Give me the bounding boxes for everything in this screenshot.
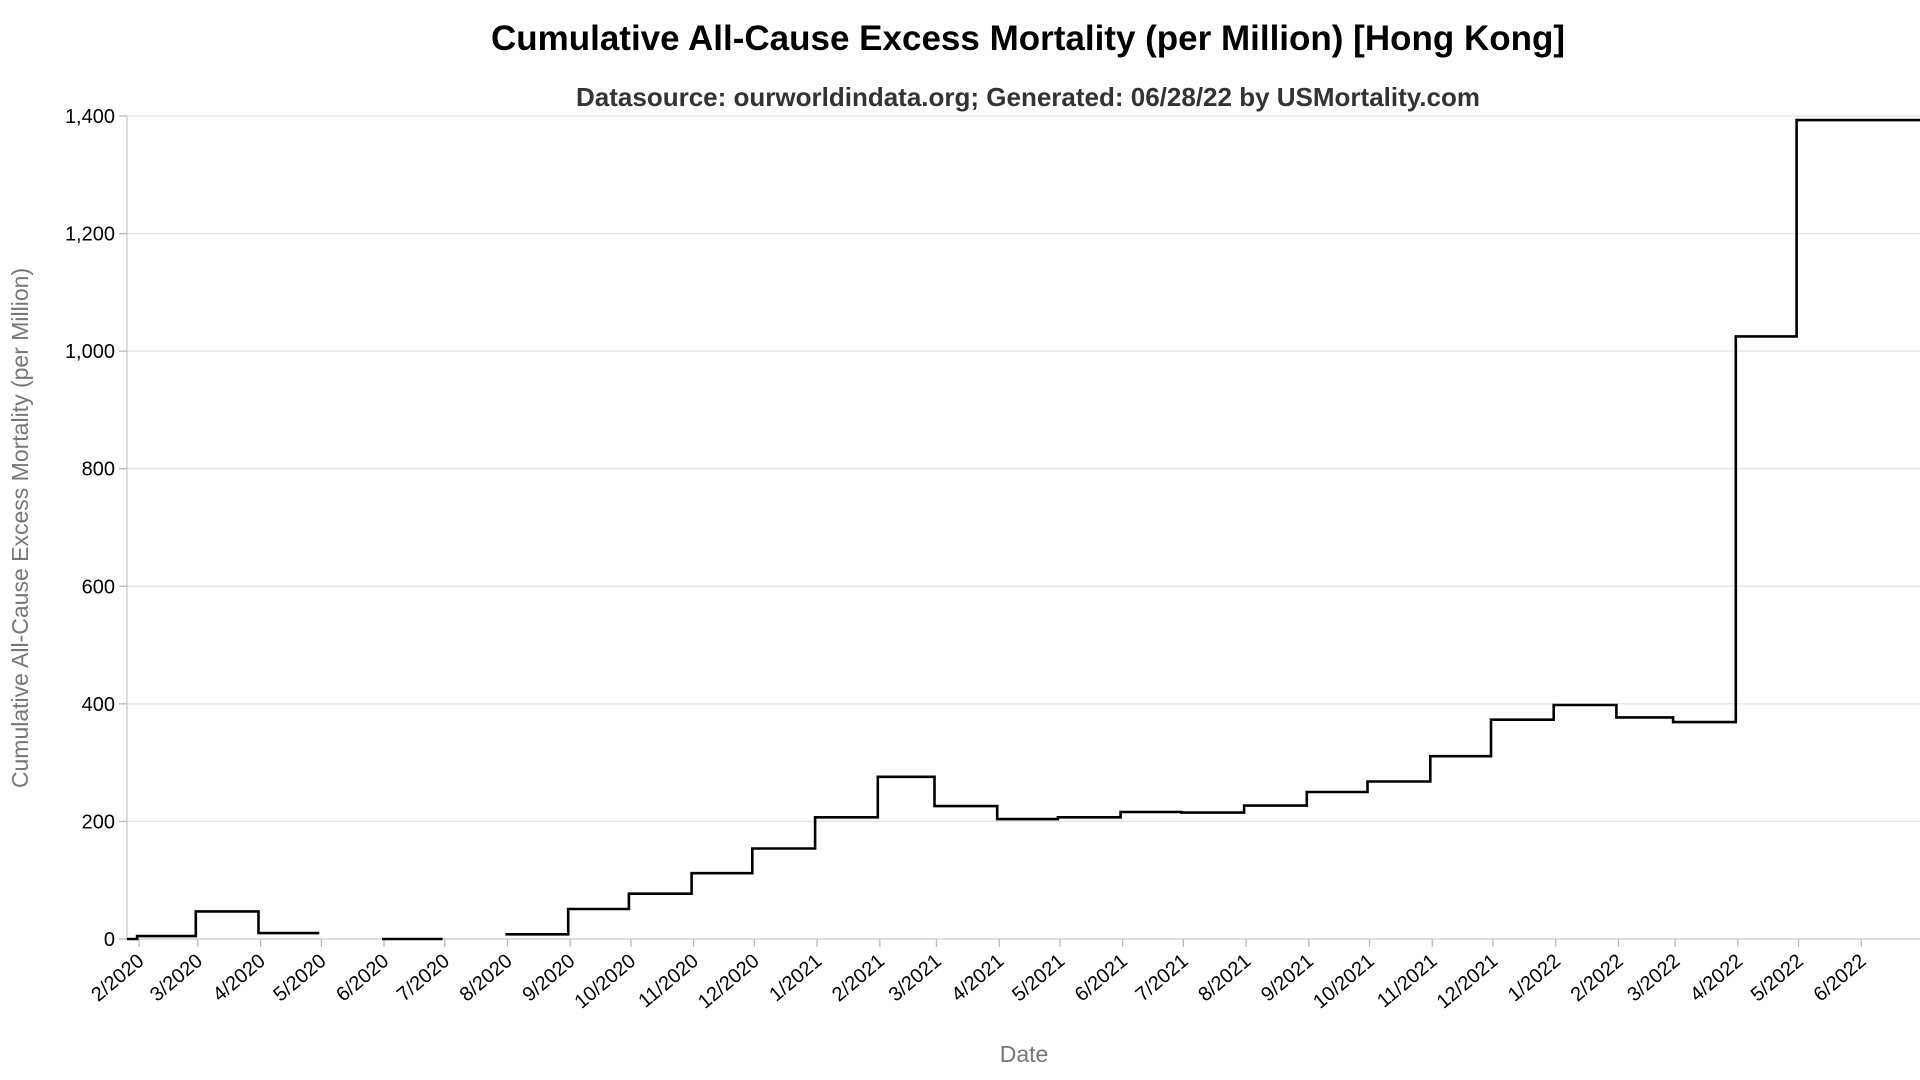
cumulative-excess-mortality-line bbox=[127, 118, 1920, 941]
x-tick-label: 7/2020 bbox=[393, 950, 454, 1006]
grid-lines bbox=[127, 115, 1920, 823]
x-tick-label: 12/2020 bbox=[694, 950, 764, 1013]
x-tick-label: 4/2020 bbox=[209, 950, 270, 1006]
y-tick-label: 600 bbox=[82, 576, 115, 598]
x-tick-label: 8/2020 bbox=[456, 950, 517, 1006]
x-tick-label: 4/2021 bbox=[947, 950, 1008, 1006]
x-tick-label: 4/2022 bbox=[1686, 950, 1747, 1006]
x-tick-label: 11/2021 bbox=[1373, 950, 1441, 1012]
x-tick-label: 9/2020 bbox=[518, 950, 579, 1006]
x-tick-label: 6/2022 bbox=[1810, 950, 1871, 1006]
y-tick-label: 200 bbox=[82, 811, 115, 833]
y-tick-label: 1,400 bbox=[65, 106, 115, 128]
x-tick-label: 3/2020 bbox=[146, 950, 207, 1006]
x-tick-label: 10/2020 bbox=[571, 950, 641, 1013]
y-tick-label: 1,000 bbox=[65, 341, 115, 363]
y-axis-label: Cumulative All-Cause Excess Mortality (p… bbox=[7, 268, 33, 788]
x-tick-label: 5/2020 bbox=[269, 950, 330, 1006]
chart-subtitle: Datasource: ourworldindata.org; Generate… bbox=[576, 82, 1480, 112]
x-tick-label: 3/2022 bbox=[1623, 950, 1684, 1006]
y-axis-ticks: 0 200 400 600 800 1,000 1,200 1,400 bbox=[65, 106, 127, 951]
y-tick-label: 800 bbox=[82, 459, 115, 481]
x-tick-label: 6/2021 bbox=[1071, 950, 1132, 1006]
x-tick-label: 6/2020 bbox=[332, 950, 393, 1006]
y-tick-label: 400 bbox=[82, 694, 115, 716]
x-axis-label: Date bbox=[1000, 1041, 1049, 1067]
x-tick-label: 2/2021 bbox=[828, 950, 889, 1006]
x-tick-label: 3/2021 bbox=[885, 950, 946, 1006]
x-tick-label: 1/2022 bbox=[1504, 950, 1565, 1006]
x-tick-label: 11/2020 bbox=[634, 950, 702, 1012]
y-tick-label: 1,200 bbox=[65, 224, 115, 246]
x-tick-label: 12/2021 bbox=[1433, 950, 1503, 1013]
x-tick-label: 9/2021 bbox=[1257, 950, 1318, 1006]
x-tick-label: 1/2021 bbox=[765, 950, 826, 1006]
x-tick-label: 8/2021 bbox=[1194, 950, 1255, 1006]
x-tick-label: 5/2021 bbox=[1008, 950, 1069, 1006]
series-layer bbox=[127, 118, 1920, 941]
x-tick-label: 10/2021 bbox=[1309, 950, 1379, 1013]
x-tick-label: 7/2021 bbox=[1132, 950, 1193, 1006]
chart-title: Cumulative All-Cause Excess Mortality (p… bbox=[491, 19, 1565, 58]
x-tick-label: 2/2022 bbox=[1567, 950, 1628, 1006]
x-tick-label: 2/2020 bbox=[87, 950, 148, 1006]
y-tick-label: 0 bbox=[104, 929, 115, 951]
x-tick-label: 5/2022 bbox=[1747, 950, 1808, 1006]
